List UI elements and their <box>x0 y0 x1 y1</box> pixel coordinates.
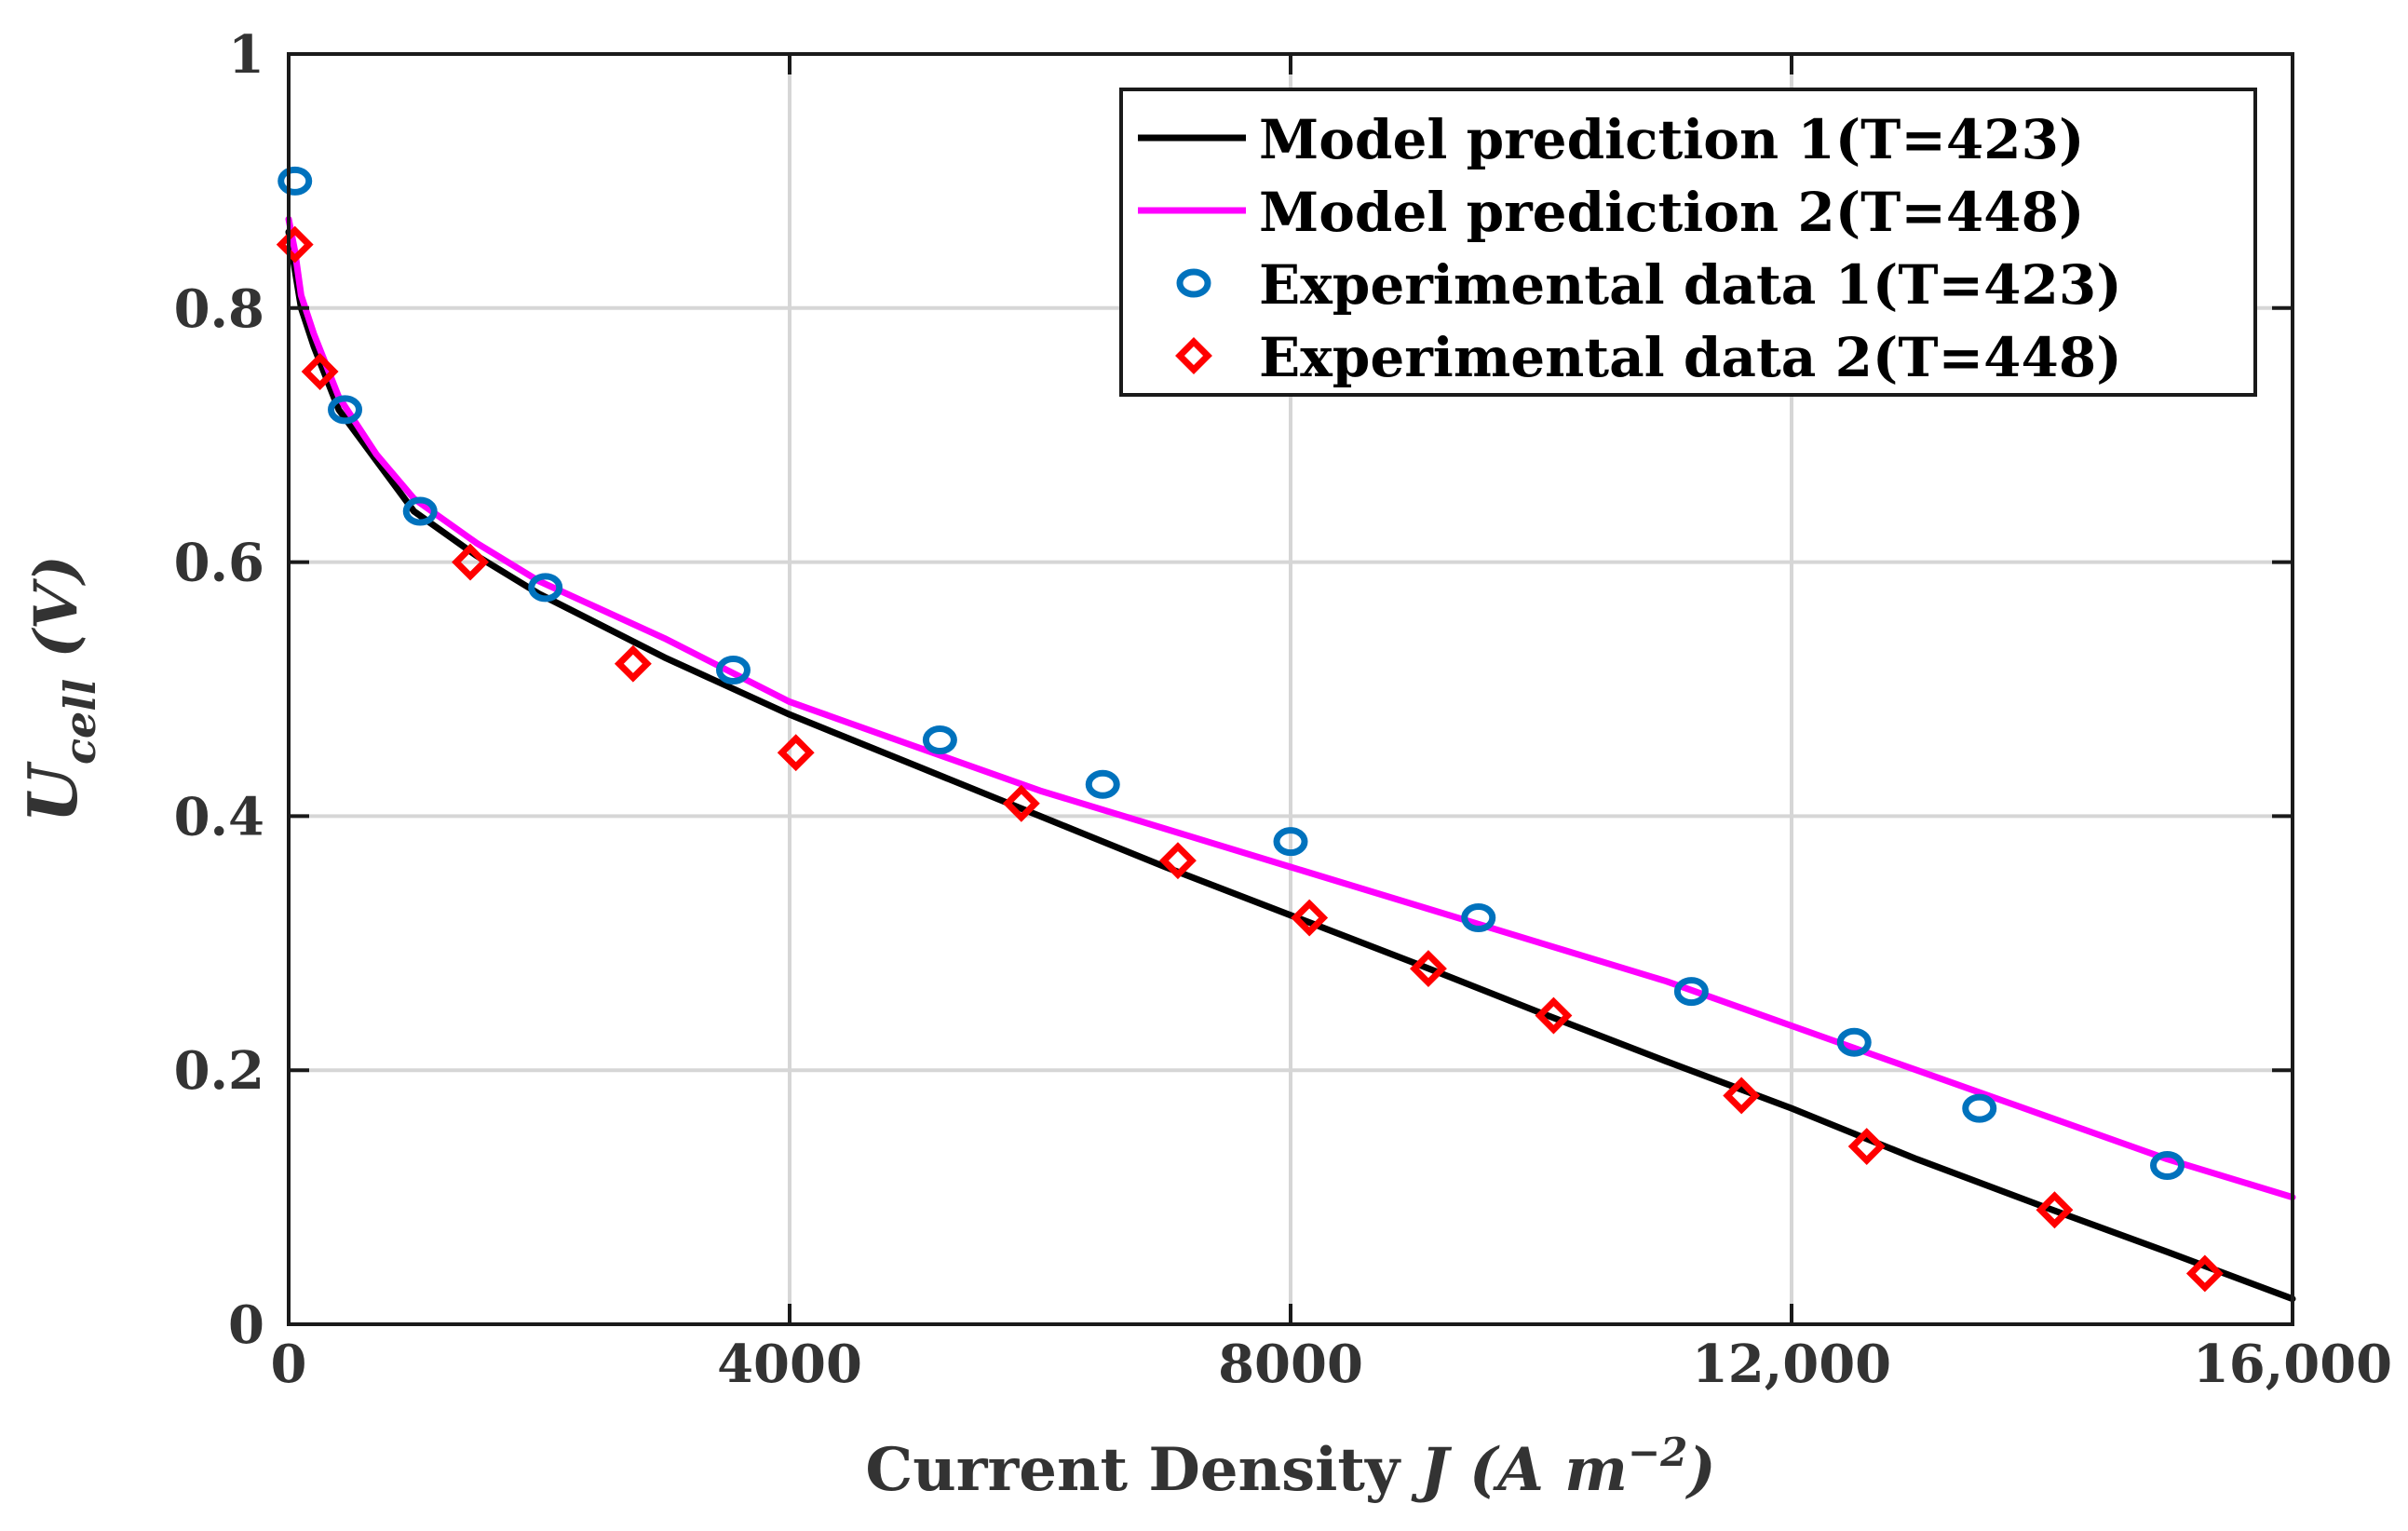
data-point-diamond <box>1847 1128 1886 1165</box>
data-point-circle <box>1673 977 1709 1007</box>
data-point-diamond <box>452 543 489 581</box>
data-point-diamond <box>614 644 652 683</box>
data-point-diamond <box>301 353 339 390</box>
data-point-circle <box>1273 827 1308 857</box>
x-axis-title-unit-open: (A m <box>1449 1435 1628 1505</box>
y-axis-title-unit: (V) <box>21 555 91 679</box>
data-point-circle <box>922 725 957 755</box>
y-axis-title-main: U <box>13 761 92 823</box>
x-tick-label: 4000 <box>717 1334 862 1395</box>
y-tick-label: 0 <box>228 1294 264 1356</box>
x-axis-title-unit-exp: −2 <box>1628 1429 1687 1475</box>
data-point-diamond <box>1291 899 1329 937</box>
x-tick-label: 16,000 <box>2193 1334 2392 1395</box>
data-point-diamond <box>1535 996 1573 1035</box>
data-point-diamond <box>1410 950 1447 988</box>
data-point-diamond <box>2185 1254 2224 1293</box>
data-point-circle <box>2150 1151 2185 1180</box>
data-point-circle <box>1962 1093 1997 1123</box>
data-point-circle <box>328 395 363 425</box>
y-axis-title-sub: cell <box>55 679 105 765</box>
x-tick-label: 0 <box>271 1334 307 1395</box>
x-tick-label: 12,000 <box>1692 1334 1891 1395</box>
legend-label: Model prediction 1(T=423) <box>1259 108 2084 171</box>
x-axis-title: Current Density J (A m−2) <box>865 1429 1715 1505</box>
legend-diamond-swatch <box>1175 337 1212 374</box>
data-point-diamond <box>1723 1077 1761 1115</box>
y-axis-title: Ucell (V) <box>13 555 105 823</box>
ticks: 0 4000 8000 12,000 16,000 0 0.2 0.4 0.6 0.8 1 <box>174 24 2393 1395</box>
data-point-diamond <box>276 225 314 264</box>
y-tick-label: 0.6 <box>174 533 264 594</box>
y-tick-label: 1 <box>228 24 264 86</box>
data-point-circle <box>402 496 438 526</box>
x-axis-title-unit-close: ) <box>1684 1435 1715 1505</box>
legend-circle-swatch <box>1176 268 1211 298</box>
x-axis-title-main: Current Density <box>865 1435 1420 1505</box>
legend-box <box>1119 88 2257 397</box>
y-tick-label: 0.8 <box>174 278 264 340</box>
data-point-diamond <box>777 734 815 772</box>
data-point-diamond <box>2036 1191 2074 1229</box>
data-point-circle <box>1836 1027 1872 1057</box>
legend: Model prediction 1(T=423) Model predictio… <box>1119 88 2257 397</box>
data-point-circle <box>1461 903 1496 933</box>
y-tick-label: 0.4 <box>174 786 264 847</box>
data-point-circle <box>715 656 751 685</box>
data-point-circle <box>1085 769 1120 799</box>
data-point-circle <box>528 573 563 603</box>
data-point-diamond <box>1002 784 1040 822</box>
data-point-circle <box>277 166 313 196</box>
legend-label: Experimental data 1(T=423) <box>1259 253 2122 317</box>
legend-label: Experimental data 2(T=448) <box>1259 326 2122 389</box>
data-point-diamond <box>1159 842 1197 880</box>
legend-label: Model prediction 2(T=448) <box>1259 181 2084 244</box>
y-tick-label: 0.2 <box>174 1040 264 1102</box>
x-tick-label: 8000 <box>1218 1334 1363 1395</box>
series-group <box>276 166 2296 1303</box>
series-line <box>285 228 2296 1303</box>
